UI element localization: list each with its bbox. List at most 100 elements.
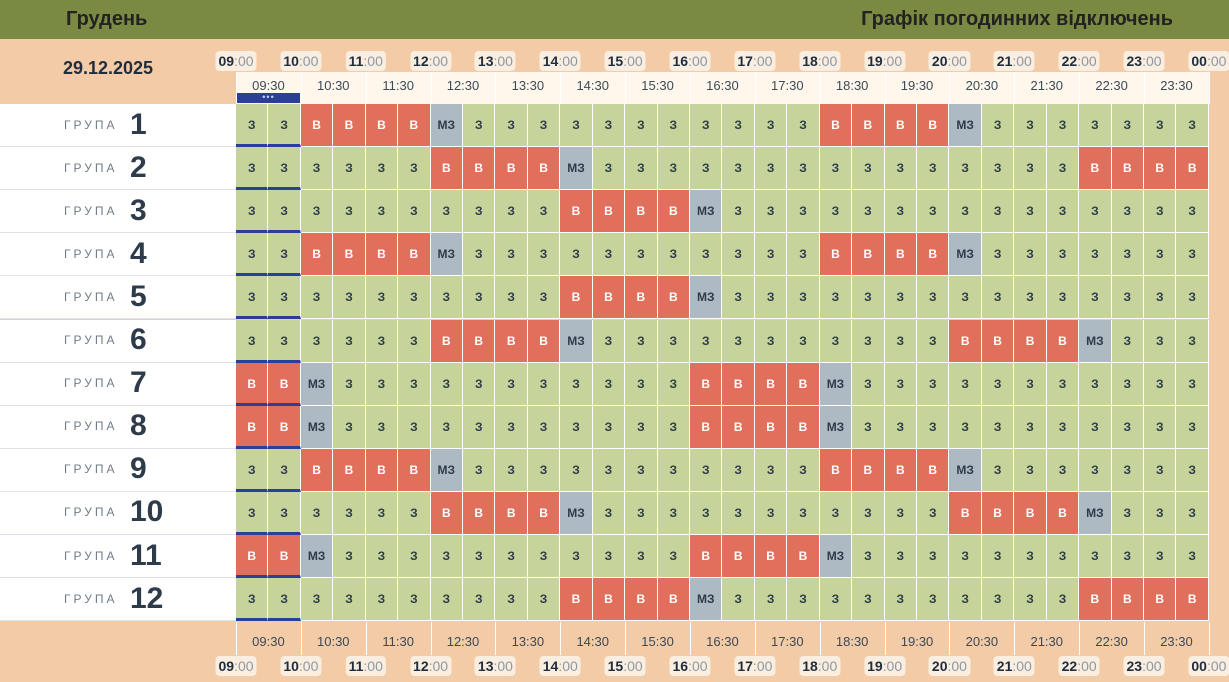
hour-gridline: [1014, 622, 1016, 655]
hour-label-bottom: 11:00: [345, 656, 386, 676]
hour-gridline: [560, 72, 562, 104]
top-half-hour-strip: [236, 72, 1209, 104]
slot-cell-z: З: [690, 448, 723, 492]
slot-cell-z: З: [722, 190, 755, 234]
slot-cell-mz: МЗ: [300, 362, 334, 406]
hour-minutes: :00: [298, 53, 319, 69]
slot-cell-z: З: [430, 535, 463, 579]
half-hour-label-top: 09:30: [252, 78, 285, 93]
hour-gridline: [819, 622, 821, 655]
slot-cell-z: З: [1014, 276, 1047, 320]
slot-cell-z: З: [722, 233, 755, 277]
slot-cell-z: З: [463, 578, 496, 622]
slot-cell-z: З: [787, 147, 820, 191]
slot-cell-v: В: [365, 448, 399, 492]
slot-cell-v: В: [398, 104, 431, 148]
slot-cell-z: З: [949, 535, 982, 579]
hour-gridline: [1144, 72, 1146, 104]
group-label: ГРУПА 1: [0, 104, 236, 148]
slot-cell-z: З: [949, 362, 982, 406]
slot-cell-v: В: [236, 535, 269, 579]
slot-cell-z: З: [365, 147, 399, 191]
slot-cell-z: З: [981, 147, 1015, 191]
slot-cell-v: В: [852, 233, 885, 277]
slot-cell-z: З: [300, 276, 334, 320]
slot-cell-z: З: [1014, 233, 1047, 277]
slot-cell-v: В: [917, 448, 950, 492]
slot-cell-z: З: [852, 190, 885, 234]
slot-cell-z: З: [657, 362, 690, 406]
half-hour-label-bottom: 12:30: [446, 634, 480, 649]
hour-label-bottom: 21:00: [993, 656, 1035, 676]
slot-cell-z: З: [1144, 535, 1177, 579]
slot-cell-z: З: [787, 276, 820, 320]
slot-cell-mz: МЗ: [949, 448, 982, 492]
slot-cell-v: В: [1014, 491, 1047, 535]
slot-cell-z: З: [300, 190, 334, 234]
half-hour-label-bottom: 21:30: [1030, 634, 1064, 649]
slot-cell-z: З: [852, 535, 885, 579]
slot-cell-z: З: [365, 578, 399, 622]
slot-cell-v: В: [787, 362, 820, 406]
group-number: 2: [130, 150, 147, 184]
slot-cell-z: З: [981, 405, 1015, 449]
hour-label-bottom: 14:00: [539, 656, 581, 676]
slot-cell-v: В: [495, 491, 528, 535]
slot-cell-v: В: [949, 491, 982, 535]
half-hour-label-bottom: 16:30: [706, 634, 739, 649]
hour-digits: 00: [1191, 53, 1207, 69]
slot-cell-z: З: [690, 104, 723, 148]
hour-digits: 09: [218, 658, 235, 674]
slot-cell-z: З: [657, 405, 690, 449]
hour-minutes: :00: [688, 53, 708, 69]
slot-cell-v: В: [236, 405, 269, 449]
slot-cell-z: З: [236, 276, 269, 320]
hour-minutes: :00: [1077, 658, 1097, 674]
slot-cell-z: З: [592, 405, 626, 449]
hour-digits: 21: [996, 658, 1013, 674]
group-label: ГРУПА 12: [0, 578, 236, 622]
slot-cell-z: З: [527, 448, 561, 492]
slot-cell-z: З: [819, 578, 853, 622]
slot-cell-z: З: [1079, 405, 1112, 449]
slot-cell-z: З: [787, 578, 820, 622]
slot-cell-mz: МЗ: [1079, 491, 1112, 535]
slot-cell-z: З: [1176, 190, 1209, 234]
slot-cell-z: З: [1111, 104, 1145, 148]
slot-cell-z: З: [1144, 319, 1177, 363]
hour-digits: 18: [802, 53, 818, 69]
slot-cell-v: В: [884, 104, 918, 148]
hour-minutes: :00: [234, 53, 254, 69]
hour-gridline: [884, 72, 886, 104]
slot-cell-z: З: [333, 362, 366, 406]
hour-digits: 12: [413, 658, 429, 674]
hour-label-bottom: 19:00: [864, 656, 906, 676]
slot-cell-z: З: [592, 448, 626, 492]
slot-cell-z: З: [1144, 362, 1177, 406]
slot-cell-mz: МЗ: [690, 276, 723, 320]
slot-cell-z: З: [1014, 448, 1047, 492]
hour-label-top: 21:00: [993, 51, 1035, 71]
slot-cell-v: В: [300, 448, 334, 492]
hour-digits: 19: [867, 658, 883, 674]
group-number: 5: [130, 279, 147, 313]
slot-cell-z: З: [527, 190, 561, 234]
slot-cell-z: З: [430, 362, 463, 406]
slot-cell-v: В: [657, 276, 690, 320]
hour-minutes: :00: [428, 53, 449, 69]
hour-gridline: [690, 622, 692, 655]
slot-cell-z: З: [981, 276, 1015, 320]
slot-cell-z: З: [884, 319, 918, 363]
hour-gridline: [819, 72, 821, 104]
slot-cell-z: З: [819, 491, 853, 535]
hour-digits: 18: [802, 658, 818, 674]
slot-cell-z: З: [463, 104, 496, 148]
slot-cell-v: В: [398, 233, 431, 277]
slot-cell-z: З: [852, 578, 885, 622]
slot-cell-z: З: [430, 578, 463, 622]
slot-cell-v: В: [333, 104, 366, 148]
slot-cell-z: З: [398, 319, 431, 363]
slot-cell-v: В: [917, 104, 950, 148]
slot-cell-z: З: [1176, 104, 1209, 148]
hour-minutes: :00: [623, 658, 643, 674]
